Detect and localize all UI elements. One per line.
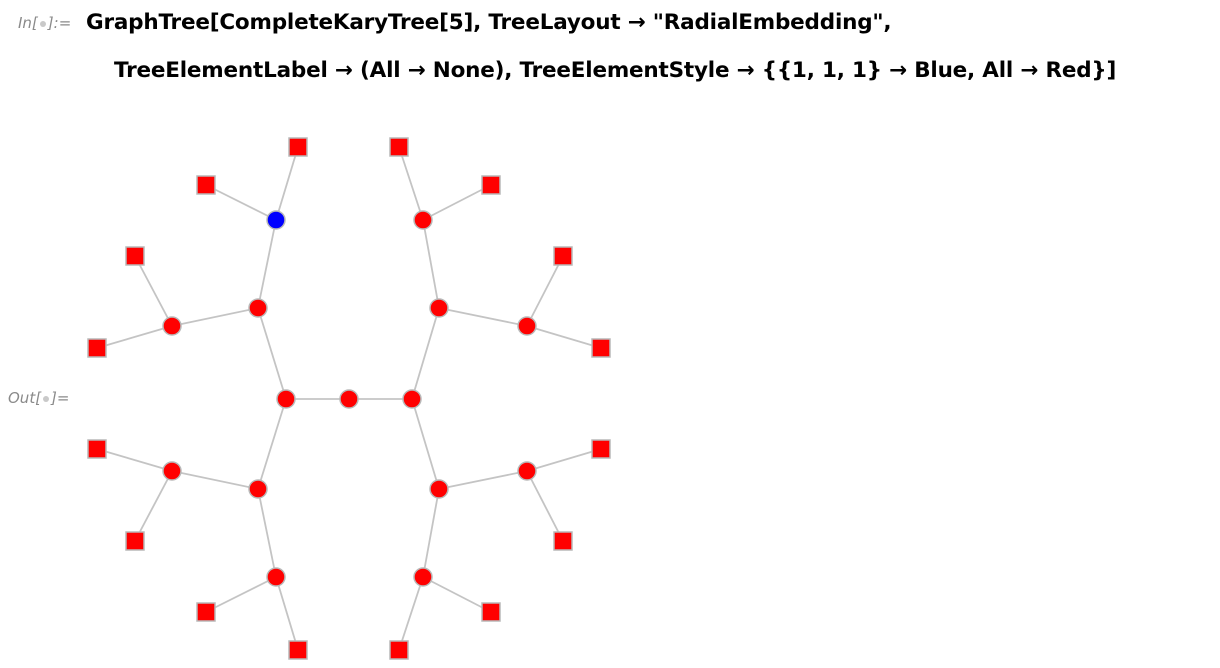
tree-leaf[interactable]	[389, 640, 409, 660]
tree-node[interactable]	[276, 389, 296, 409]
tree-node-highlighted[interactable]	[266, 210, 286, 230]
tree-edge	[526, 255, 564, 327]
cell-number-placeholder-icon	[39, 20, 46, 27]
cell-number-placeholder-icon	[43, 395, 50, 402]
tree-leaf[interactable]	[196, 175, 216, 195]
tree-leaf[interactable]	[553, 246, 573, 266]
tree-edge	[438, 470, 528, 490]
tree-node[interactable]	[517, 461, 537, 481]
tree-node[interactable]	[413, 567, 433, 587]
tree-edge	[205, 184, 277, 221]
tree-leaf[interactable]	[196, 602, 216, 622]
tree-node[interactable]	[266, 567, 286, 587]
tree-edge	[438, 307, 528, 327]
tree-edge	[398, 576, 424, 651]
input-cell-label: In[]:=	[18, 14, 72, 32]
tree-leaf[interactable]	[591, 338, 611, 358]
tree-leaf[interactable]	[481, 175, 501, 195]
tree-leaf[interactable]	[288, 640, 308, 660]
tree-node[interactable]	[162, 316, 182, 336]
tree-edge	[257, 398, 287, 490]
tree-node[interactable]	[248, 298, 268, 318]
code-line[interactable]: TreeElementLabel → (All → None), TreeEle…	[114, 58, 1117, 83]
tree-node[interactable]	[429, 479, 449, 499]
tree-leaf[interactable]	[125, 246, 145, 266]
tree-node[interactable]	[413, 210, 433, 230]
tree-edge	[422, 488, 440, 578]
tree-edge	[526, 448, 602, 472]
tree-node[interactable]	[339, 389, 359, 409]
tree-edge	[422, 219, 440, 309]
code-line[interactable]: GraphTree[CompleteKaryTree[5], TreeLayou…	[86, 10, 892, 35]
tree-leaf[interactable]	[481, 602, 501, 622]
tree-node[interactable]	[162, 461, 182, 481]
tree-edge	[205, 576, 277, 613]
tree-leaf[interactable]	[87, 338, 107, 358]
tree-edge	[411, 307, 440, 400]
tree-leaf[interactable]	[389, 137, 409, 157]
tree-edge	[275, 576, 299, 651]
tree-edge	[171, 470, 259, 490]
output-cell-label: Out[]=	[8, 389, 70, 407]
tree-edge	[171, 307, 259, 327]
tree-leaf[interactable]	[591, 439, 611, 459]
tree-node[interactable]	[429, 298, 449, 318]
tree-edge	[398, 146, 424, 221]
tree-edge	[275, 146, 299, 221]
tree-edge	[422, 576, 492, 613]
tree-edge	[422, 184, 492, 221]
tree-node[interactable]	[248, 479, 268, 499]
tree-edge	[257, 219, 277, 309]
tree-edge	[257, 488, 277, 578]
tree-edge	[96, 448, 173, 472]
tree-edge	[411, 398, 440, 490]
tree-node[interactable]	[517, 316, 537, 336]
tree-leaf[interactable]	[125, 531, 145, 551]
tree-edge	[526, 470, 564, 542]
tree-edge	[257, 307, 287, 400]
tree-edge	[134, 255, 173, 327]
tree-edge	[96, 325, 173, 349]
tree-leaf[interactable]	[553, 531, 573, 551]
tree-edge	[134, 470, 173, 542]
tree-node[interactable]	[402, 389, 422, 409]
tree-edge	[526, 325, 602, 349]
tree-leaf[interactable]	[87, 439, 107, 459]
tree-leaf[interactable]	[288, 137, 308, 157]
